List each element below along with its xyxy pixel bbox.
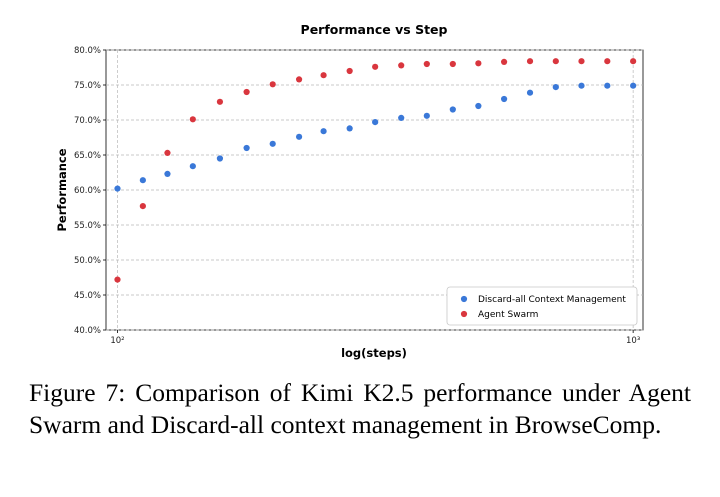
agent-swarm-point [526,58,534,65]
discard-all-context-management-point [372,119,379,126]
legend-box [446,286,638,326]
y-tick-label: 65.0% [74,151,101,161]
agent-swarm-point [114,276,121,283]
x-axis-ticks: 10² 10³ [110,330,640,346]
discard-all-context-management-point [295,133,303,140]
discard-all-context-management-point [630,82,637,89]
y-tick-label: 70.0% [74,116,101,126]
y-tick-label: 80.0% [74,46,101,56]
discard-all-context-management-point [500,95,508,103]
agent-swarm-point [630,58,637,65]
chart-title: Performance vs Step [301,22,448,37]
discard-all-context-management-point [423,112,430,119]
discard-all-context-management-point [449,106,456,113]
discard-all-context-management-point [114,185,121,192]
discard-all-context-management-point [243,144,250,152]
agent-swarm-point [216,98,224,105]
discard-all-context-management-point [398,114,405,121]
agent-swarm-point [449,60,456,68]
y-tick-label: 50.0% [74,256,101,266]
discard-all-context-management-point [320,128,327,135]
data-points [114,58,637,283]
y-tick-label: 55.0% [74,221,101,231]
discard-all-context-management-point [164,170,171,177]
discard-all-context-management-point [604,82,611,89]
legend: Discard-all Context Management Agent Swar… [446,286,638,326]
x-axis-label: log(steps) [341,346,407,360]
agent-swarm-point [398,62,405,69]
x-tick-label: 10² [110,336,124,346]
discard-all-context-management-point [552,84,559,91]
y-tick-label: 60.0% [74,186,101,196]
x-tick-label: 10³ [626,336,640,346]
legend-label-discard-all-context-management: Discard-all Context Management [478,295,626,305]
y-tick-label: 75.0% [74,81,101,91]
legend-marker-agent-swarm [460,310,468,318]
agent-swarm-point [269,81,276,88]
agent-swarm-point [500,58,508,65]
agent-swarm-point [139,203,146,210]
discard-all-context-management-point [216,155,224,162]
discard-all-context-management-point [269,140,276,147]
agent-swarm-point [320,72,327,79]
y-tick-label: 40.0% [74,326,101,336]
agent-swarm-point [346,67,353,75]
legend-marker-discard-all-context-management [460,295,468,303]
agent-swarm-point [578,58,585,65]
plot-area: 40.0% 45.0% 50.0% 55.0% 60.0% 65.0% 70.0% 75.0%… [74,46,644,346]
discard-all-context-management-point [526,89,534,96]
discard-all-context-management-point [189,163,196,170]
agent-swarm-point [243,88,250,96]
legend-label-agent-swarm: Agent Swarm [478,310,538,320]
agent-swarm-point [552,58,559,65]
y-axis-label: Performance [55,148,69,231]
agent-swarm-point [372,63,379,70]
y-tick-label: 45.0% [74,291,101,301]
agent-swarm-point [475,60,482,67]
agent-swarm-point [295,76,303,83]
y-axis-ticks: 40.0% 45.0% 50.0% 55.0% 60.0% 65.0% 70.0% 75.0%… [74,46,106,336]
figure-caption: Figure 7: Comparison of Kimi K2.5 perfor… [29,378,691,439]
agent-swarm-point [604,58,611,65]
discard-all-context-management-point [346,125,353,132]
agent-swarm-point [164,149,171,156]
agent-swarm-point [423,60,430,68]
discard-all-context-management-point [139,177,146,184]
discard-all-context-management-point [475,102,482,110]
agent-swarm-point [189,116,196,123]
discard-all-context-management-point [578,82,585,89]
